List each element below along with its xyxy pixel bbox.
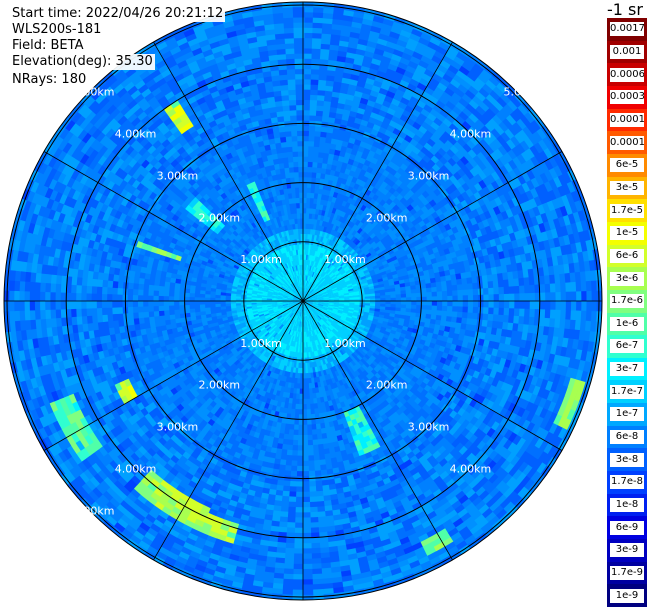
colorbar-tick-label: 0.0006 (610, 67, 644, 82)
range-ring-label: 5.00km (73, 504, 115, 517)
colorbar-tick-label: 3e-6 (610, 271, 644, 286)
range-ring-label: 5.0 (504, 86, 522, 99)
range-ring-label: 4.00km (450, 128, 492, 141)
colorbar-tick-label: 0.0001 (610, 135, 644, 150)
range-ring-label: 2.00km (366, 211, 408, 224)
colorbar-tick-label: 1e-9 (610, 588, 644, 603)
colorbar-tick-label: 1.7e-6 (610, 294, 644, 309)
nrays-label: NRays: 180 (10, 72, 89, 88)
colorbar: 0.0017 0.001 0.0006 0.0003 0.00017 0.0001 6e-5… (607, 18, 647, 607)
range-ring-label: 4.00km (450, 462, 492, 475)
radial-lines (4, 2, 602, 600)
range-ring-label: 3.00km (157, 169, 199, 182)
colorbar-tick-label: 6e-9 (610, 520, 644, 535)
radial-line (302, 151, 563, 302)
colorbar-title: -1 sr (607, 0, 643, 19)
range-ring-label: 1.00km (240, 253, 282, 266)
range-ring-label: 2.00km (199, 211, 241, 224)
colorbar-tick-label: 0.0003 (610, 90, 644, 105)
radial-line (153, 300, 304, 561)
range-ring-label: 4.00km (115, 462, 157, 475)
radial-line (302, 300, 563, 451)
colorbar-tick-label: 1e-7 (610, 407, 644, 422)
colorbar-tick-label: 1e-8 (610, 498, 644, 513)
radial-line (302, 300, 453, 561)
colorbar-tick-label: 1.7e-7 (610, 384, 644, 399)
colorbar-tick-label: 3e-9 (610, 543, 644, 558)
radial-line (153, 41, 304, 302)
range-ring-label: 1.00km (324, 253, 366, 266)
range-ring-label: 2.00km (366, 379, 408, 392)
radial-line (43, 151, 304, 302)
colorbar-tick-label: 0.001 (610, 44, 644, 59)
range-ring-label: 3.00km (408, 169, 450, 182)
radial-line (302, 41, 453, 302)
range-ring-label: 1.00km (240, 337, 282, 350)
colorbar-tick-label: 1.7e-5 (610, 203, 644, 218)
colorbar-tick-label: 1.7e-9 (610, 566, 644, 581)
start-time-label: Start time: 2022/04/26 20:21:12 (10, 6, 226, 22)
colorbar-tick-label: 3e-8 (610, 452, 644, 467)
range-ring-label: 2.00km (199, 379, 241, 392)
range-ring-label: 3.00km (157, 421, 199, 434)
range-ring-label: 1.00km (324, 337, 366, 350)
colorbar-tick-label: 0.00017 (610, 112, 644, 127)
colorbar-tick-label: 0.0017 (610, 22, 644, 37)
colorbar-tick-label: 6e-8 (610, 430, 644, 445)
colorbar-tick-label: 1e-5 (610, 226, 644, 241)
range-ring-label: 5.00km (73, 86, 115, 99)
range-ring-label: 3.00km (408, 421, 450, 434)
ppi-scope: 1.00km 2.00km 3.00km 4.00km 5.00km 1.00km 2.00… (3, 1, 603, 601)
range-ring-label: 4.00km (115, 128, 157, 141)
colorbar-tick-label: 1e-6 (610, 316, 644, 331)
colorbar-tick-label: 6e-5 (610, 158, 644, 173)
colorbar-tick-label: 1.7e-8 (610, 475, 644, 490)
radial-line (43, 300, 304, 451)
colorbar-tick-label: 3e-5 (610, 180, 644, 195)
colorbar-tick-label: 6e-6 (610, 248, 644, 263)
range-labels: 1.00km 2.00km 3.00km 4.00km 5.00km 1.00km 2.00… (73, 86, 521, 518)
colorbar-tick-label: 6e-7 (610, 339, 644, 354)
device-label: WLS200s-181 (10, 22, 104, 38)
field-label: Field: BETA (10, 38, 86, 54)
elevation-label: Elevation(deg): 35.30 (10, 54, 155, 70)
colorbar-tick-label: 3e-7 (610, 362, 644, 377)
